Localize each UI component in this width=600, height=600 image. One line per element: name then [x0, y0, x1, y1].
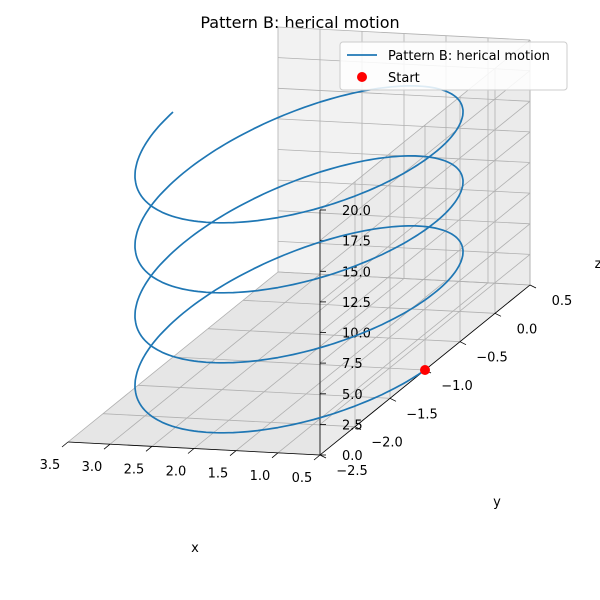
x-tick-label: 3.5: [40, 458, 61, 473]
z-tick-label: 5.0: [342, 388, 363, 403]
legend-entry-start: Start: [388, 71, 420, 86]
y-tick-label: −0.5: [476, 351, 508, 366]
y-tick-mark: [459, 341, 467, 346]
grid-line-z-right: [319, 100, 531, 272]
y-tick-label: 0.5: [552, 294, 573, 309]
grid-line-z-right: [319, 131, 531, 303]
grid-line-y-floor: [172, 356, 426, 371]
grid-line-z-right: [319, 162, 531, 333]
grid-line-z-left: [277, 26, 531, 41]
grid-line-z-right: [319, 223, 531, 395]
grid-line-z-right: [319, 192, 531, 364]
z-tick-label: 7.5: [342, 357, 363, 372]
y-tick-label: −1.0: [441, 379, 473, 394]
grid-line-z-left: [277, 179, 531, 194]
x-tick-mark: [313, 454, 321, 461]
z-tick-label: 12.5: [342, 296, 371, 311]
y-tick-label: −1.5: [406, 407, 438, 422]
legend-frame: [339, 41, 568, 91]
y-tick-mark: [529, 284, 537, 289]
x-axis-label: x: [191, 541, 199, 556]
y-axis-label: y: [493, 495, 501, 510]
x-tick-label: 0.5: [292, 471, 313, 486]
z-tick-label: 17.5: [342, 235, 371, 250]
grid-line-y-floor: [207, 328, 461, 343]
legend-marker-swatch: [357, 72, 367, 82]
grid-line-z-left: [277, 118, 531, 133]
x-tick-mark: [103, 443, 111, 450]
helix-series-line: [134, 85, 464, 434]
y-tick-label: −2.0: [371, 436, 403, 451]
x-tick-label: 2.0: [166, 465, 187, 480]
x-tick-label: 3.0: [82, 460, 103, 475]
z-tick-label: 20.0: [342, 204, 371, 219]
y-tick-mark: [494, 312, 502, 317]
x-tick-mark: [271, 452, 279, 459]
legend-entry-helix: Pattern B: herical motion: [388, 49, 550, 64]
legend: Pattern B: herical motion Start: [339, 41, 568, 91]
grid-line-y-floor: [137, 384, 391, 399]
y-tick-label: 0.0: [517, 322, 538, 337]
series-layer: [134, 85, 464, 434]
grid-line-z-left: [277, 87, 531, 102]
y-tick-mark: [389, 397, 397, 402]
grid-line-y-floor: [102, 413, 356, 428]
z-tick-label: 2.5: [342, 418, 363, 433]
grid-line-y-floor: [242, 299, 496, 314]
x-tick-mark: [145, 445, 153, 452]
tick-labels: 0.5 1.0 1.5 2.0 2.5 3.0 3.5 −2.5−2.0−1.5−1.0−0.…: [40, 204, 573, 486]
x-tick-label: 1.0: [250, 469, 271, 484]
z-axis-label: z: [595, 257, 600, 272]
grid-line-z-right: [319, 70, 531, 241]
y-tick-mark: [319, 454, 327, 459]
chart-title: Pattern B: herical motion: [200, 13, 399, 32]
x-tick-mark: [229, 450, 237, 457]
z-tick-label: 15.0: [342, 265, 371, 280]
x-tick-label: 1.5: [208, 467, 229, 482]
grid-line-z-right: [319, 254, 531, 425]
x-tick-label: 2.5: [124, 462, 145, 477]
y-tick-mark: [354, 426, 362, 431]
y-tick-label: −2.5: [336, 464, 368, 479]
x-tick-mark: [187, 448, 195, 454]
z-tick-label: 0.0: [342, 449, 363, 464]
start-marker: [420, 365, 430, 375]
x-tick-mark: [61, 441, 69, 448]
